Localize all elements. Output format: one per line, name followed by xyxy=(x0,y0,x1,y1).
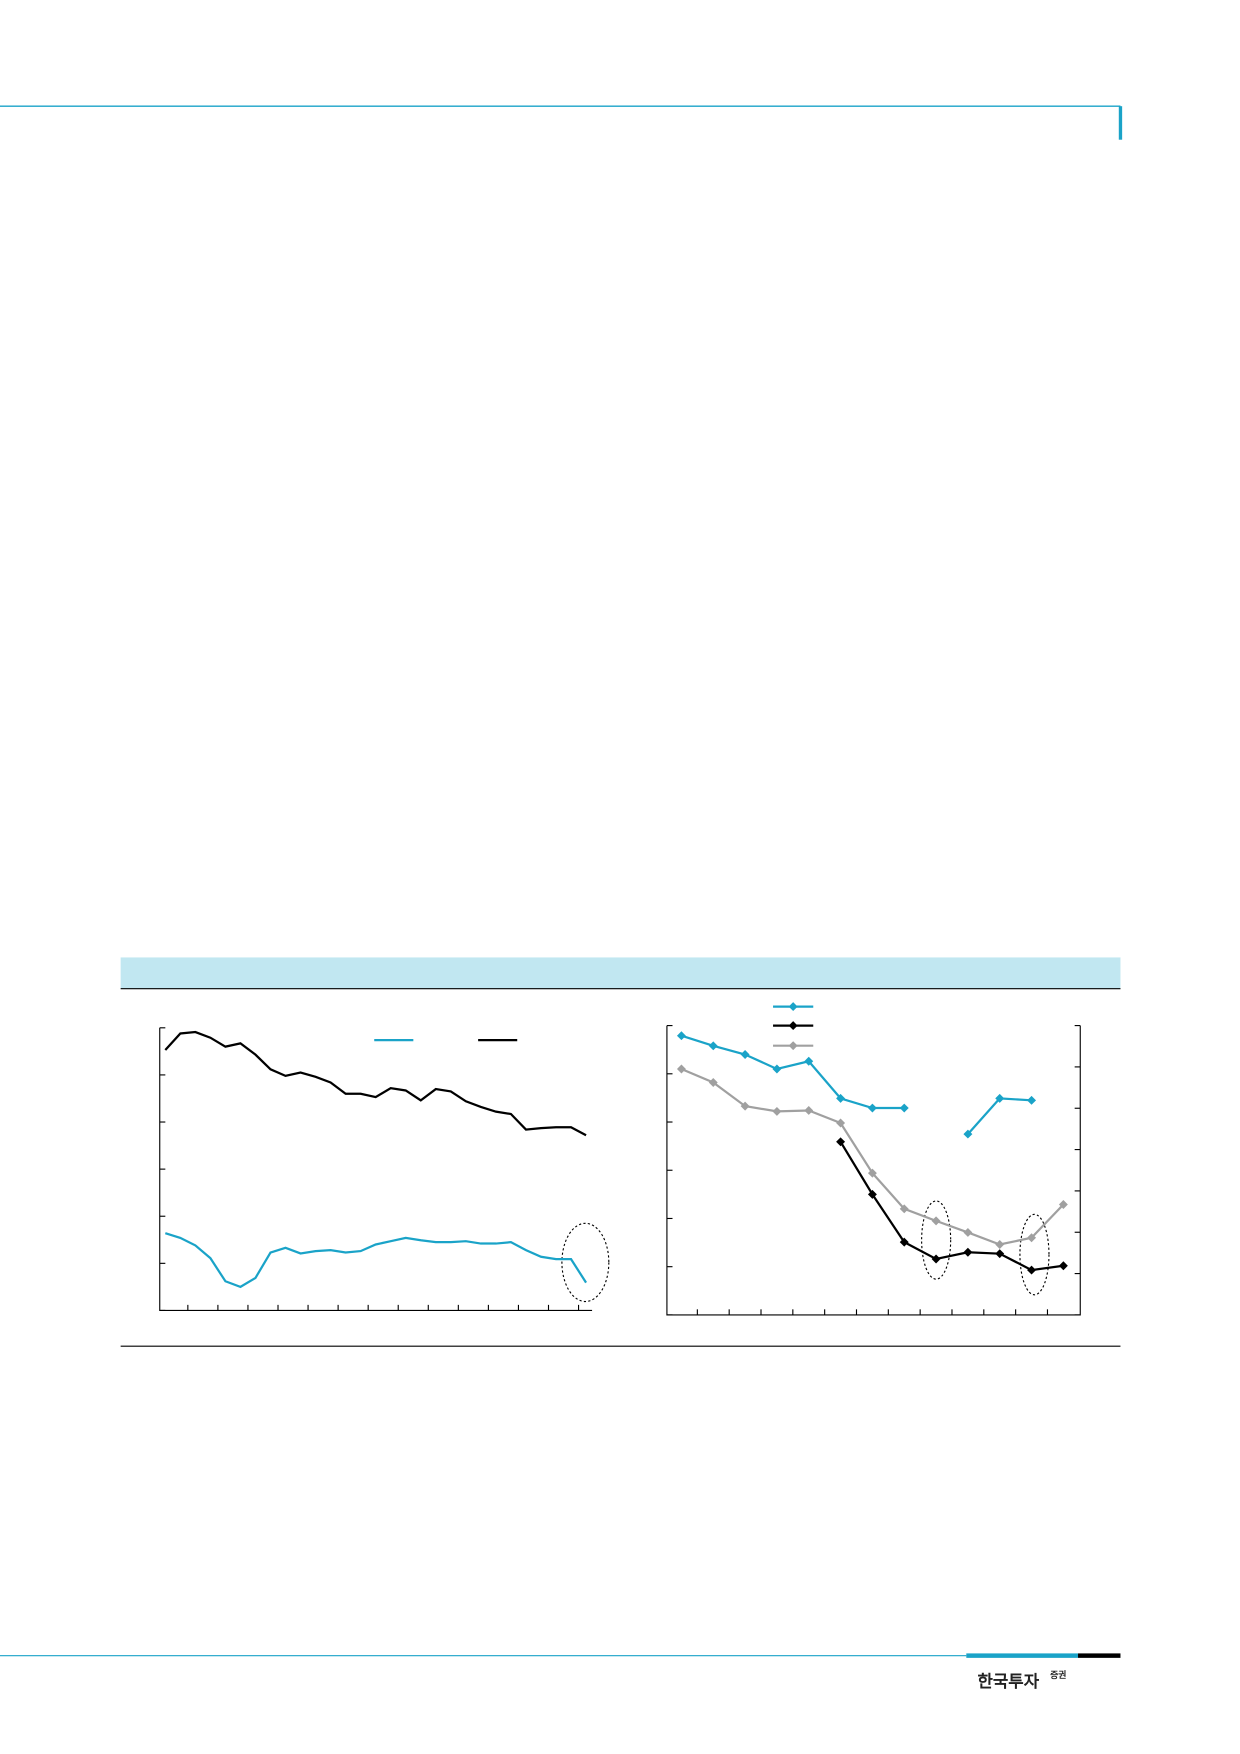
data-point xyxy=(836,1093,846,1103)
footer-bar xyxy=(966,1653,1079,1658)
series-line xyxy=(681,1034,1032,1135)
data-point xyxy=(867,1168,877,1178)
series-line xyxy=(839,1141,1064,1272)
logo-sup: 증권 xyxy=(1050,1669,1066,1681)
series-line xyxy=(680,1067,1065,1246)
data-point xyxy=(931,1216,941,1226)
data-point xyxy=(899,1237,909,1247)
highlight-ellipse xyxy=(921,1200,952,1280)
legend-marker xyxy=(788,1041,798,1051)
legend-marker xyxy=(788,1002,798,1012)
data-point xyxy=(1027,1233,1037,1243)
data-point xyxy=(708,1078,718,1087)
data-point xyxy=(836,1118,846,1128)
data-point xyxy=(995,1249,1005,1259)
highlight-ellipse xyxy=(561,1222,610,1303)
data-point xyxy=(676,1064,686,1074)
data-point xyxy=(963,1129,973,1139)
data-point xyxy=(899,1204,909,1214)
logo: 한국투자 xyxy=(977,1671,1039,1691)
section-band xyxy=(120,957,1121,989)
axis-frame xyxy=(159,1027,593,1311)
data-point xyxy=(1027,1265,1037,1275)
data-point xyxy=(995,1240,1005,1249)
data-point xyxy=(836,1137,846,1147)
series-line xyxy=(164,1030,587,1137)
legend-marker xyxy=(788,1021,798,1031)
footer-bar xyxy=(1078,1653,1121,1658)
data-point xyxy=(867,1189,877,1199)
data-point xyxy=(899,1103,909,1113)
data-point xyxy=(708,1041,718,1051)
data-point xyxy=(963,1227,973,1237)
data-point xyxy=(772,1064,782,1074)
data-point xyxy=(931,1254,941,1264)
data-point xyxy=(1058,1261,1068,1271)
legend xyxy=(773,1002,814,1051)
data-point xyxy=(676,1031,686,1041)
series-line xyxy=(164,1232,588,1289)
data-point xyxy=(772,1106,782,1116)
data-point xyxy=(804,1056,814,1066)
data-point xyxy=(867,1103,877,1113)
highlight-ellipse xyxy=(1019,1213,1050,1296)
data-point xyxy=(804,1105,814,1115)
data-point xyxy=(1027,1095,1037,1105)
data-point xyxy=(963,1247,973,1257)
data-point xyxy=(740,1050,750,1059)
data-point xyxy=(740,1101,750,1111)
data-point xyxy=(1058,1200,1068,1209)
data-point xyxy=(995,1093,1005,1103)
